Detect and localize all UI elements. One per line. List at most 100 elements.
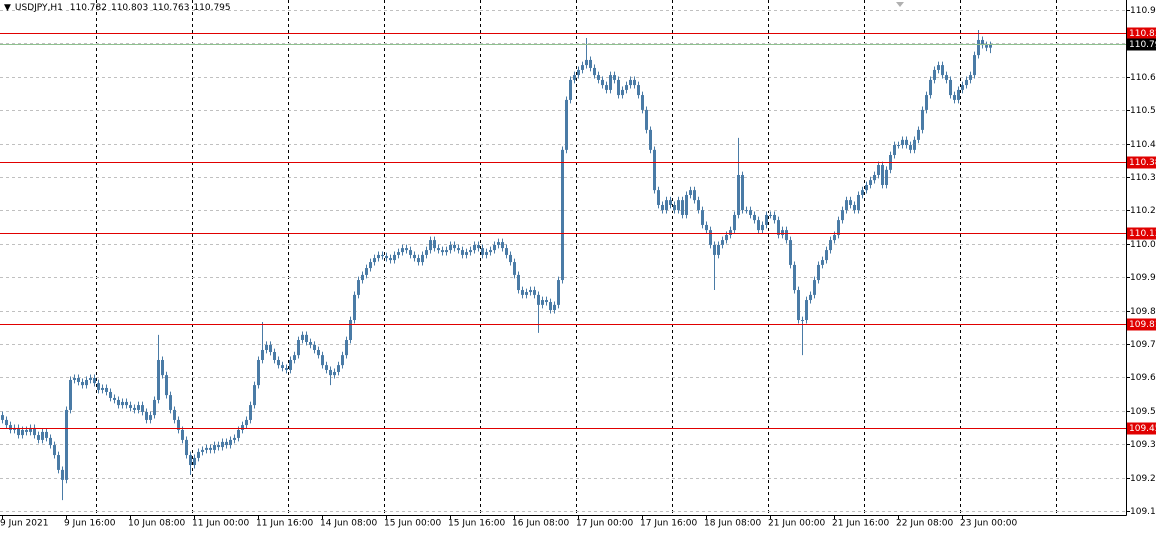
candle-body [69,379,72,410]
level-label: 110.834 [1129,29,1156,39]
candle-body [77,377,80,382]
candle-body [657,190,660,205]
x-tick-label: 17 Jun 16:00 [640,519,697,529]
candle-body [45,431,48,438]
candle-body [365,268,368,275]
candle-body [649,129,652,150]
candle-body [749,210,752,215]
x-tick-label: 11 Jun 16:00 [256,519,313,529]
candle-body [325,365,328,370]
candle-body [205,447,208,450]
candle-body [293,355,296,360]
candle-body [269,344,272,352]
y-tick-label: 109.627 [1130,373,1156,383]
candle-body [925,95,928,110]
candle-body [113,397,116,400]
candle-body [533,290,536,295]
y-tick-label: 110.914 [1130,6,1156,16]
candle-body [53,445,56,456]
y-tick-label: 109.159 [1130,507,1156,517]
candle-body [541,300,544,305]
candle-body [277,359,280,366]
candle-body [585,59,588,66]
candle-body [301,334,304,341]
level-label: 109.451 [1129,424,1156,434]
candle-body [121,401,124,406]
candle-body [957,89,960,100]
candle-body [877,165,880,175]
candle-body [501,242,504,249]
candle-body [493,244,496,251]
candle-body [173,409,176,420]
plot-area [0,29,1126,501]
candle-body [465,252,468,255]
candle-body [117,399,120,406]
candle-body [57,455,60,470]
x-tick-label: 10 Jun 08:00 [128,519,185,529]
price-label-box [1127,38,1156,51]
candle-body [789,240,792,265]
candle-body [729,230,732,235]
x-tick-label: 14 Jun 08:00 [320,519,377,529]
level-label-box [1127,422,1156,435]
candle-body [829,240,832,251]
y-tick-label: 110.563 [1130,106,1156,116]
candle-body [357,280,360,295]
candle-body [409,250,412,255]
candle-body [777,220,780,235]
candle-body [1,415,4,420]
candle-body [433,240,436,249]
candle-body [461,250,464,255]
x-tick-label: 17 Jun 00:00 [576,519,633,529]
header-high: 110.803 [110,3,149,13]
candle-body [477,244,480,249]
candle-body [297,340,300,356]
candle-body [193,457,196,466]
candle-body [861,190,864,195]
candle-body [397,252,400,255]
candle-body [525,292,528,295]
candle-body [965,79,968,86]
candle-body [253,385,256,406]
candle-body [85,379,88,386]
candle-body [577,69,580,76]
candle-body [873,174,876,181]
candle-body [613,75,616,80]
candle-body [25,429,28,432]
candle-body [661,204,664,211]
candle-body [177,419,180,430]
header-close: 110.795 [193,3,231,13]
candle-body [265,344,268,350]
y-tick-label: 110.212 [1130,206,1156,216]
candle-body [93,377,96,384]
candle-body [961,85,964,90]
candle-body [389,258,392,261]
y-tick-label: 110.446 [1130,140,1156,150]
candle-body [921,109,924,130]
candle-body [341,355,344,366]
candle-body [449,244,452,251]
candle-body [481,248,484,255]
candle-body [109,391,112,398]
candle-body [309,342,312,345]
candle-body [929,79,932,96]
menu-arrow[interactable]: ▼ [4,3,11,13]
candle-body [725,234,728,241]
x-tick-label: 21 Jun 16:00 [832,519,889,529]
candle-body [865,184,868,191]
candle-body [37,435,40,440]
candle-body [981,39,984,46]
candle-body [245,419,248,426]
y-tick-label: 109.978 [1130,273,1156,283]
candle-body [905,139,908,146]
candle-body [753,214,756,221]
candle-body [241,425,244,430]
candle-body [213,445,216,450]
candle-body [565,99,568,150]
candle-body [313,344,316,350]
candle-body [393,254,396,261]
candle-body [709,230,712,245]
candle-body [821,260,824,265]
candle-body [765,214,768,225]
y-tick-label: 109.861 [1130,307,1156,317]
